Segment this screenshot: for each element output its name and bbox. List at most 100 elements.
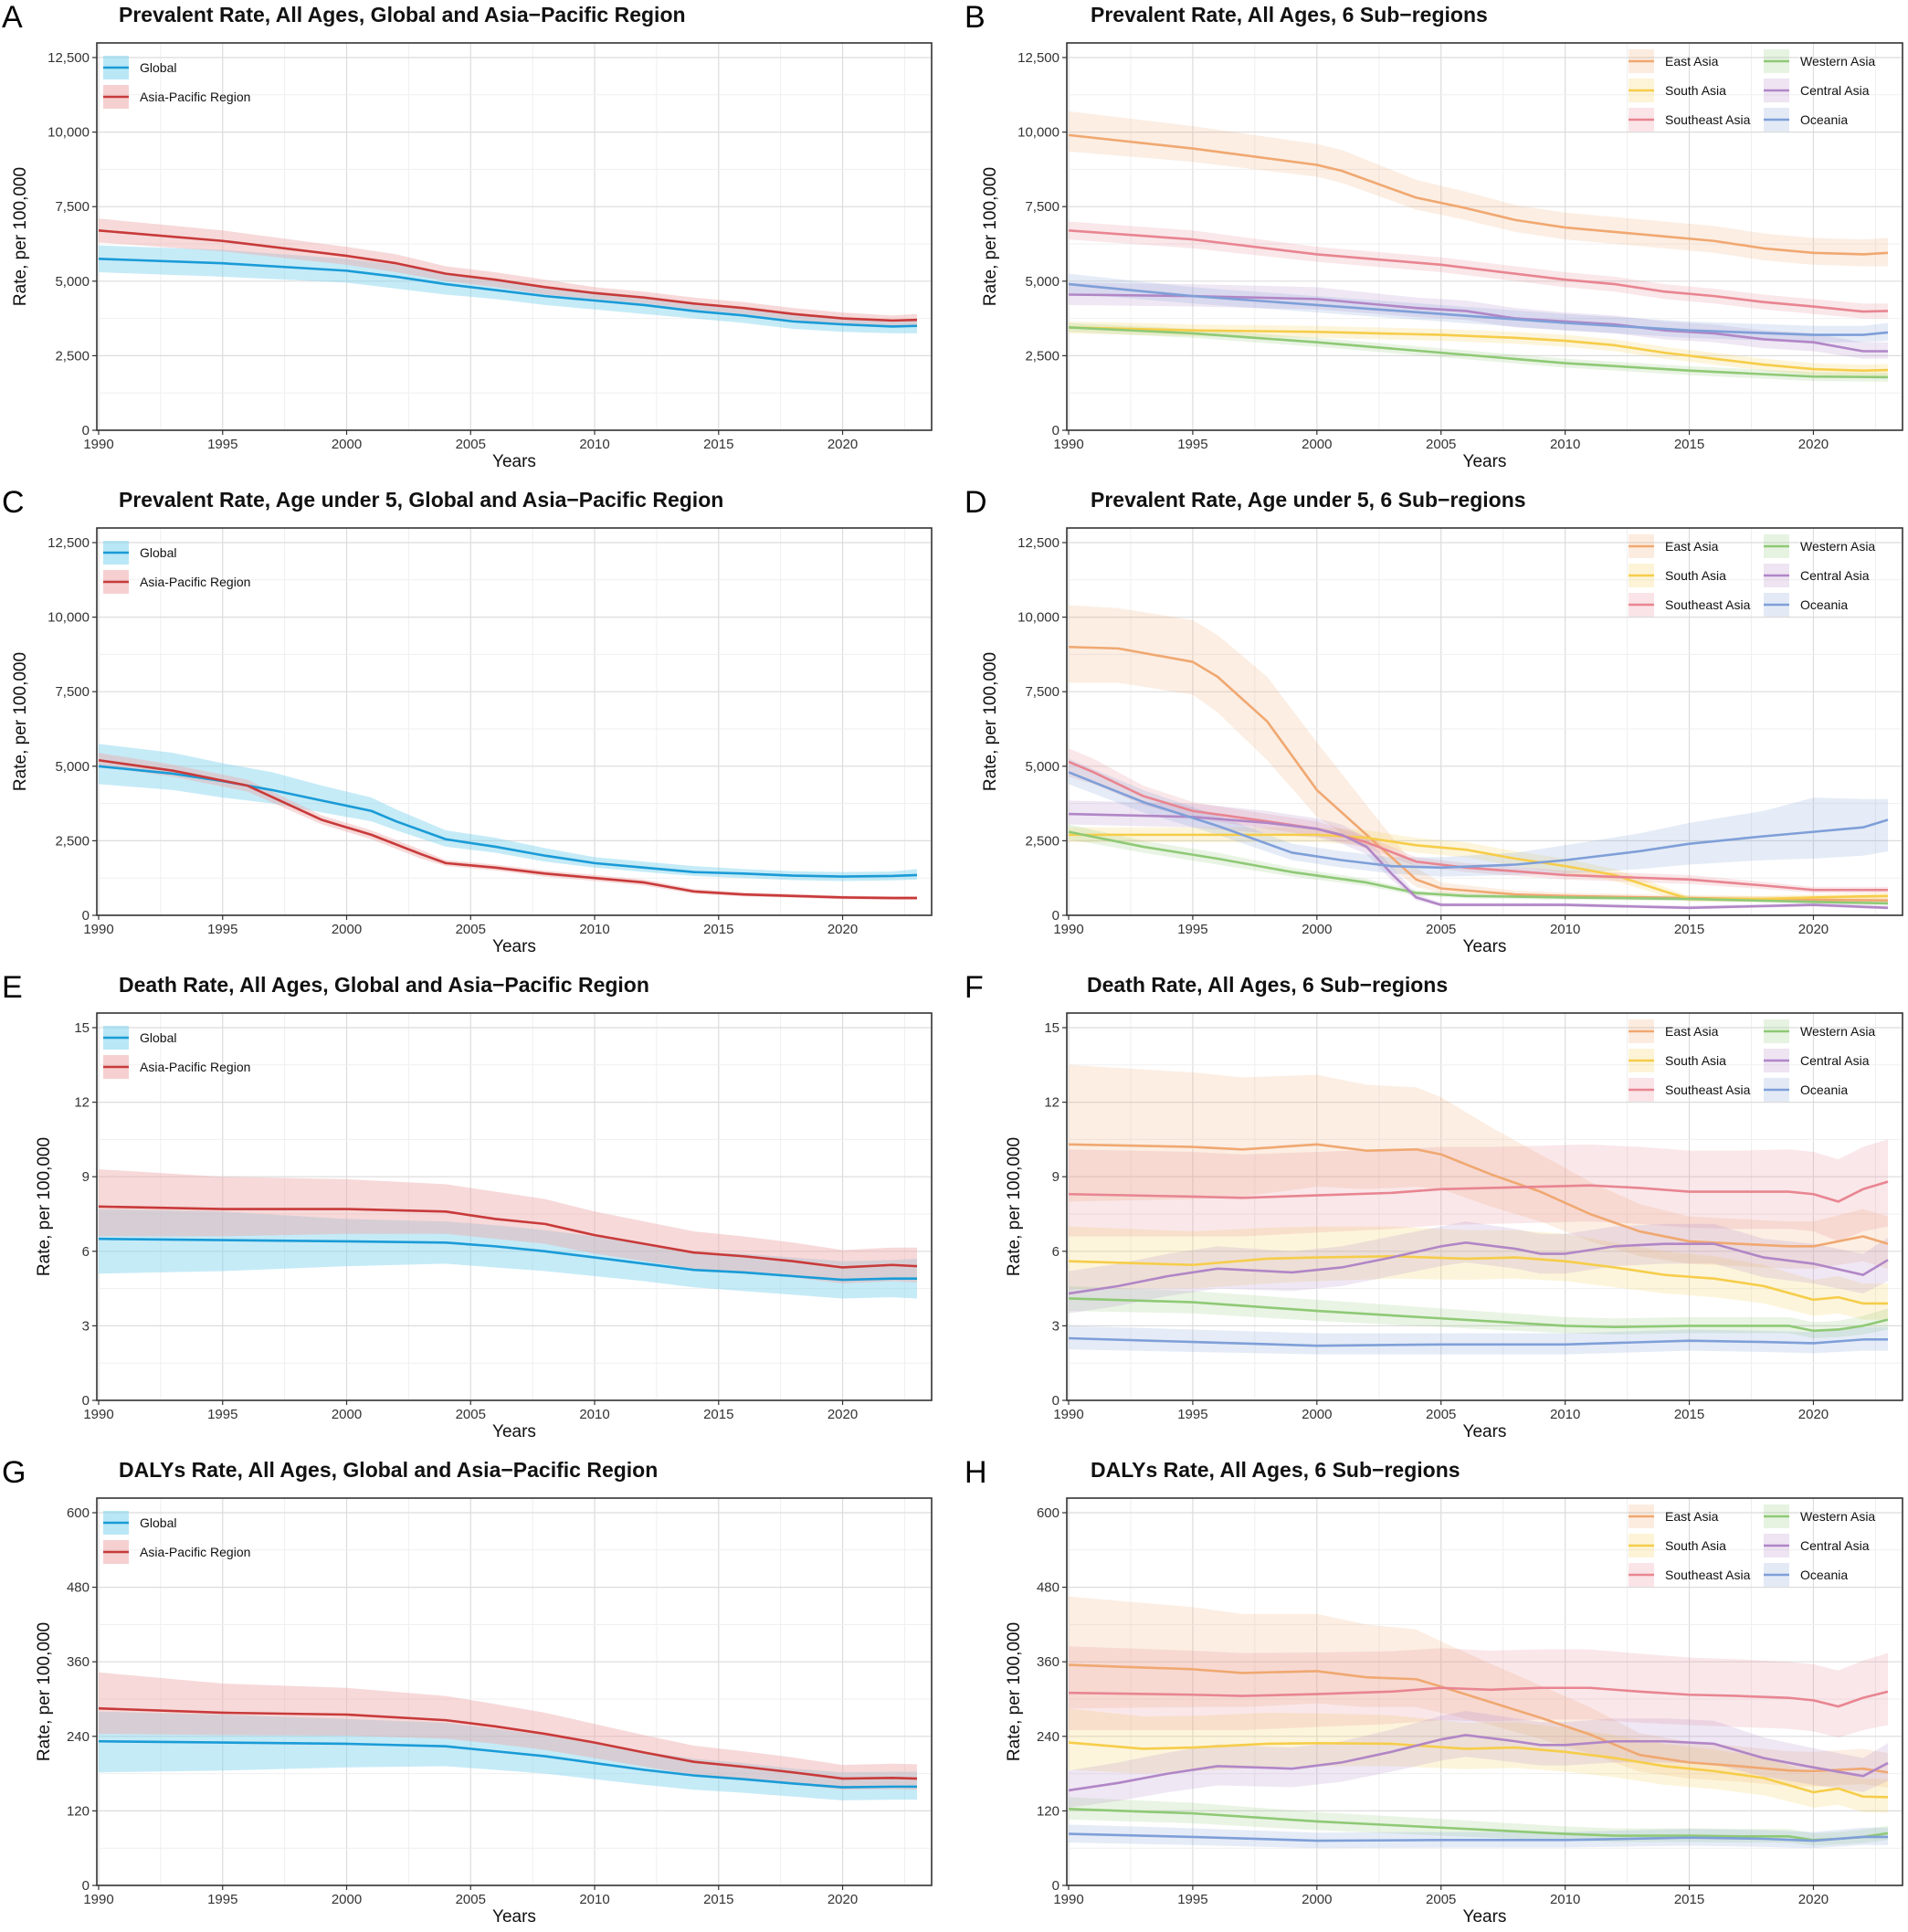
legend-label: East Asia [1665,539,1719,554]
y-tick-label: 5,000 [55,274,90,290]
legend-label: South Asia [1665,83,1726,98]
band-central-asia [1069,800,1888,910]
legend-item-east-asia: East Asia [1629,1504,1719,1528]
chart-title: DALYs Rate, All Ages, 6 Sub−regions [1091,1458,1460,1482]
x-tick-label: 2000 [332,922,362,937]
y-tick-label: 3 [1052,1318,1059,1334]
legend-label: Central Asia [1800,83,1870,98]
legend-item-oceania: Oceania [1764,108,1848,132]
x-tick-label: 2015 [1674,1892,1704,1907]
plot-frame [96,1012,933,1401]
x-tick-label: 2020 [1798,437,1829,452]
plot-background [97,1013,932,1400]
series-line-asia-pacific-region [98,229,918,322]
band-south-asia [1069,321,1888,377]
legend-item-global: Global [103,56,176,79]
plot-frame [1066,527,1903,916]
x-tick-label: 2000 [332,437,362,452]
y-tick-label: 0 [1052,1393,1059,1409]
x-axis-label: Years [1463,1907,1507,1927]
y-tick-label: 6 [82,1244,90,1260]
series-line-western-asia [1068,1297,1889,1333]
panel-a: A Prevalent Rate, All Ages, Global and As… [2,0,933,471]
y-tick-label: 9 [82,1169,90,1185]
x-tick-label: 2010 [1550,1407,1580,1422]
x-tick-label: 2015 [703,1892,733,1907]
series-line-global [98,1237,917,1282]
band-southeast-asia [1069,1646,1888,1738]
y-tick-label: 9 [1052,1169,1059,1185]
y-tick-label: 120 [1037,1803,1059,1819]
legend-item-southeast-asia: Southeast Asia [1629,108,1751,132]
plot-frame [96,1497,933,1886]
series-line-western-asia [1068,830,1889,905]
axes: 1990 1995 2000 2005 2010 2015 2020 0 2,500 5,000 7… [47,50,858,452]
x-tick-label: 2000 [1302,1407,1332,1422]
y-tick-label: 2,500 [1025,348,1059,364]
legend-item-south-asia: South Asia [1629,1534,1726,1557]
plot-background [1067,1498,1903,1885]
y-tick-label: 600 [1037,1505,1059,1521]
x-tick-label: 1995 [207,1892,237,1907]
axes: 1990 1995 2000 2005 2010 2015 2020 0 120 240 360 48… [1037,1505,1829,1907]
legend-label: Global [140,1030,176,1045]
y-tick-label: 10,000 [47,125,90,141]
x-tick-label: 2000 [1302,922,1332,937]
legend-item-asia-pacific-region: Asia-Pacific Region [103,570,250,594]
band-east-asia [1069,605,1888,903]
x-tick-label: 2005 [1426,437,1456,452]
y-tick-label: 0 [82,423,90,438]
legend: East Asia South Asia Southeast Asia Western… [1629,49,1875,132]
uncertainty-bands [1069,1064,1888,1355]
y-axis-label: Rate, per 100,000 [35,1137,54,1276]
band-south-asia [1069,1708,1888,1813]
y-axis-label: Rate, per 100,000 [1005,1622,1024,1761]
legend-item-global: Global [103,1511,176,1535]
legend-label: Global [140,1515,176,1530]
x-tick-label: 1995 [207,437,237,452]
legend-item-south-asia: South Asia [1629,79,1726,102]
series-lines [98,229,918,328]
band-asia-pacific-region [99,1672,917,1790]
y-tick-label: 12,500 [47,535,90,551]
legend-item-oceania: Oceania [1764,1078,1848,1102]
legend-label: Asia-Pacific Region [140,90,250,104]
series-line-global [98,258,918,328]
y-tick-label: 12 [1044,1095,1059,1111]
y-tick-label: 12 [74,1095,90,1111]
x-tick-label: 2020 [828,1892,858,1907]
chart-title: Prevalent Rate, All Ages, Global and Asi… [119,3,686,26]
legend-label: Western Asia [1800,1509,1875,1524]
band-east-asia [1069,111,1888,267]
band-south-asia [1069,1226,1888,1320]
y-tick-label: 12,500 [1017,535,1059,551]
plot-background [97,1498,932,1885]
band-oceania [1069,1824,1888,1849]
band-western-asia [1069,1797,1888,1846]
legend-item-asia-pacific-region: Asia-Pacific Region [103,1540,250,1564]
band-central-asia [1069,1710,1888,1808]
panel-letter: C [2,485,25,520]
x-tick-label: 2015 [703,922,733,937]
y-tick-label: 6 [1052,1244,1059,1260]
y-tick-label: 360 [67,1654,90,1670]
x-tick-label: 2005 [456,1407,486,1422]
panel-e: E Death Rate, All Ages, Global and Asia−P… [2,970,933,1441]
series-line-central-asia [1068,812,1889,910]
x-tick-label: 2005 [456,437,486,452]
x-axis-label: Years [492,1422,536,1441]
x-tick-label: 2010 [1550,437,1580,452]
axes: 1990 1995 2000 2005 2010 2015 2020 0 2,500 5,000 7… [47,535,858,937]
plot-frame [1066,42,1903,431]
x-axis-label: Years [1463,937,1507,956]
legend-label: South Asia [1665,1053,1726,1068]
x-tick-label: 2000 [332,1407,362,1422]
x-tick-label: 2000 [1302,437,1332,452]
legend-label: South Asia [1665,568,1726,583]
x-tick-label: 2005 [456,922,486,937]
y-tick-label: 0 [82,908,90,924]
legend-label: South Asia [1665,1538,1726,1553]
band-western-asia [1069,824,1888,905]
series-line-southeast-asia [1068,1686,1889,1708]
series-line-central-asia [1068,1734,1889,1792]
